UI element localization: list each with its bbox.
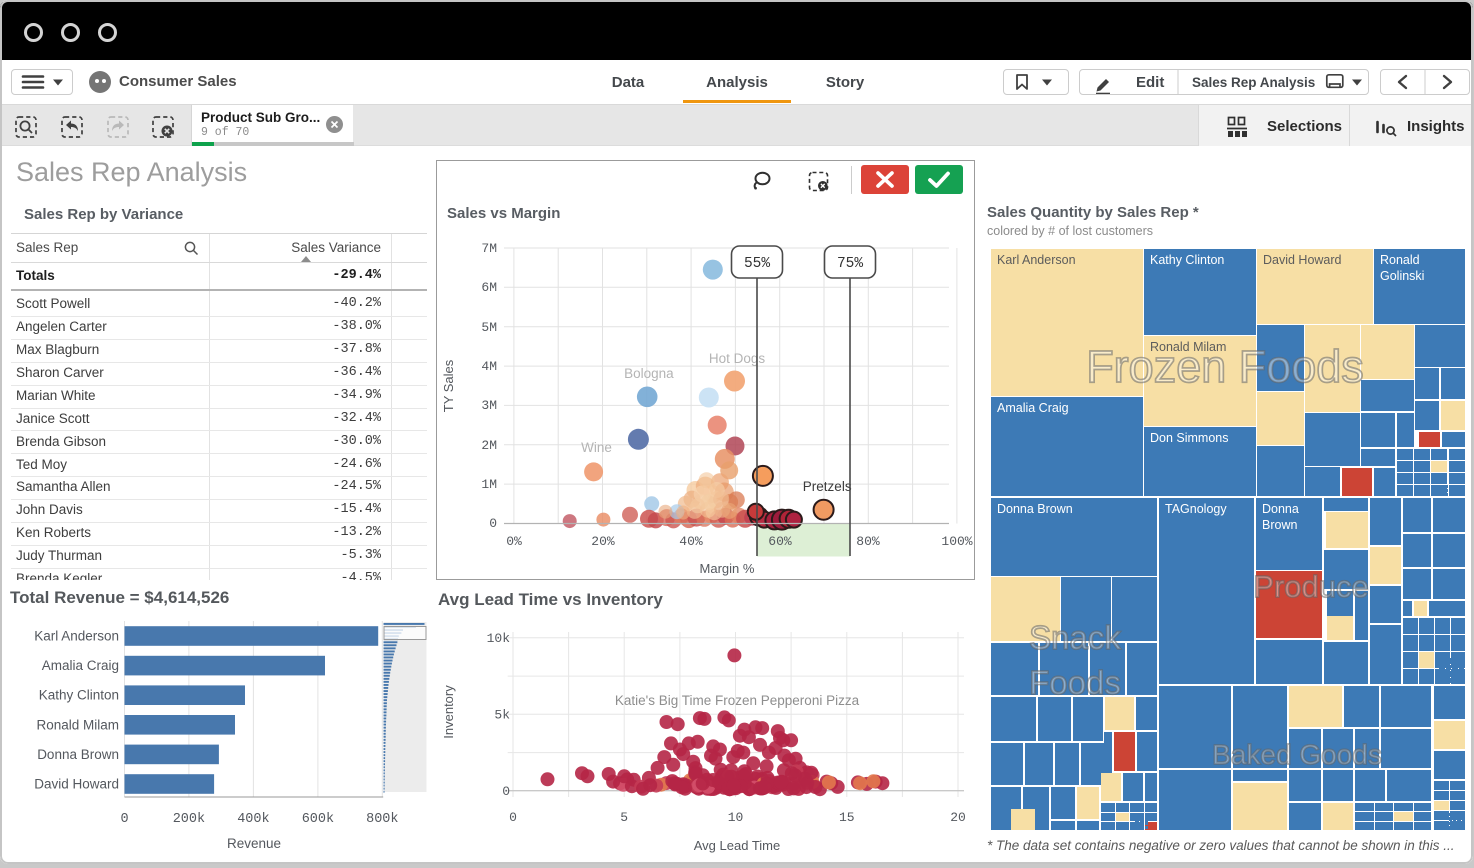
svg-text:400k: 400k — [237, 812, 269, 827]
svg-text:Avg Lead Time: Avg Lead Time — [694, 838, 780, 853]
svg-text:5k: 5k — [494, 707, 510, 722]
svg-text:Pretzels: Pretzels — [803, 479, 852, 494]
svg-text:Margin %: Margin % — [700, 561, 755, 576]
svg-text:100%: 100% — [941, 534, 972, 549]
svg-text:Ronald Milam: Ronald Milam — [36, 717, 119, 732]
svg-text:3M: 3M — [481, 398, 497, 413]
svg-text:10: 10 — [728, 810, 744, 825]
svg-text:7M: 7M — [481, 241, 497, 256]
svg-text:80%: 80% — [856, 534, 880, 549]
svg-text:0%: 0% — [506, 534, 522, 549]
svg-text:10k: 10k — [487, 631, 511, 646]
svg-text:0: 0 — [120, 812, 128, 827]
svg-text:20: 20 — [950, 810, 966, 825]
svg-text:Hot Dogs: Hot Dogs — [709, 351, 766, 366]
svg-text:Edit: Edit — [1136, 74, 1164, 91]
svg-text:0: 0 — [502, 784, 510, 799]
svg-text:5M: 5M — [481, 320, 497, 335]
svg-text:Revenue: Revenue — [227, 836, 281, 851]
svg-text:75%: 75% — [837, 256, 863, 272]
svg-text:Katie's Big Time Frozen Pepper: Katie's Big Time Frozen Pepperoni Pizza — [615, 693, 860, 708]
svg-text:0: 0 — [489, 516, 497, 531]
svg-text:600k: 600k — [302, 812, 334, 827]
svg-text:David Howard: David Howard — [34, 777, 119, 792]
svg-text:Bologna: Bologna — [624, 366, 674, 381]
svg-text:Wine: Wine — [581, 440, 612, 455]
svg-text:TY Sales: TY Sales — [441, 359, 456, 412]
svg-text:Donna Brown: Donna Brown — [37, 747, 119, 762]
svg-text:60%: 60% — [768, 534, 792, 549]
svg-text:4M: 4M — [481, 359, 497, 374]
svg-text:200k: 200k — [173, 812, 205, 827]
svg-text:1M: 1M — [481, 477, 497, 492]
svg-text:20%: 20% — [591, 534, 615, 549]
svg-text:800k: 800k — [366, 812, 398, 827]
svg-text:Kathy Clinton: Kathy Clinton — [39, 688, 119, 703]
svg-text:15: 15 — [839, 810, 855, 825]
svg-text:40%: 40% — [679, 534, 703, 549]
svg-text:5: 5 — [620, 810, 628, 825]
svg-text:Amalia Craig: Amalia Craig — [42, 658, 119, 673]
svg-text:55%: 55% — [744, 256, 770, 272]
svg-text:Sales Rep Analysis: Sales Rep Analysis — [1192, 75, 1315, 90]
svg-text:Inventory: Inventory — [441, 685, 456, 739]
svg-text:Karl Anderson: Karl Anderson — [34, 629, 119, 644]
svg-text:6M: 6M — [481, 280, 497, 295]
svg-text:2M: 2M — [481, 438, 497, 453]
svg-text:0: 0 — [509, 810, 517, 825]
